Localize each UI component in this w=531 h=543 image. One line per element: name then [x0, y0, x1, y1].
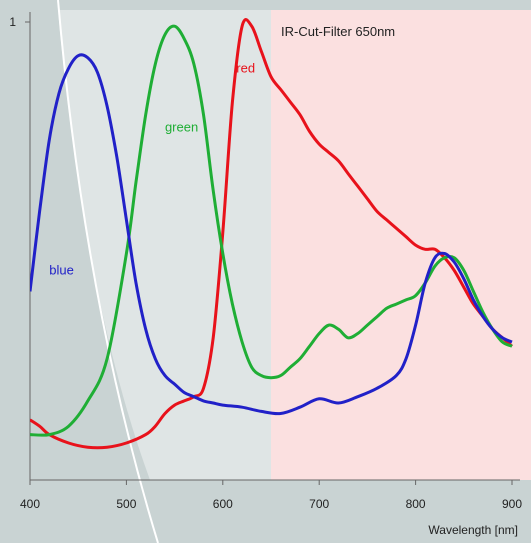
red-series-line: [30, 18, 513, 450]
x-axis-title: Wavelength [nm]: [428, 523, 518, 537]
x-tick-label: 600: [213, 497, 233, 511]
red-series-label: red: [236, 61, 255, 76]
ir-cut-region: [271, 10, 531, 480]
x-tick-label: 500: [116, 497, 136, 511]
blue-series-line: [30, 53, 513, 416]
green-series-line: [30, 24, 513, 437]
x-tick-label: 900: [502, 497, 522, 511]
blue-series-label: blue: [49, 263, 74, 278]
x-tick-label: 700: [309, 497, 329, 511]
green-series-label: green: [165, 119, 198, 134]
y-tick-label: 1: [9, 15, 16, 29]
white-arc-divider: [57, 0, 159, 543]
chart-title: IR-Cut-Filter 650nm: [281, 24, 395, 39]
x-tick-label: 400: [20, 497, 40, 511]
x-tick-label: 800: [406, 497, 426, 511]
